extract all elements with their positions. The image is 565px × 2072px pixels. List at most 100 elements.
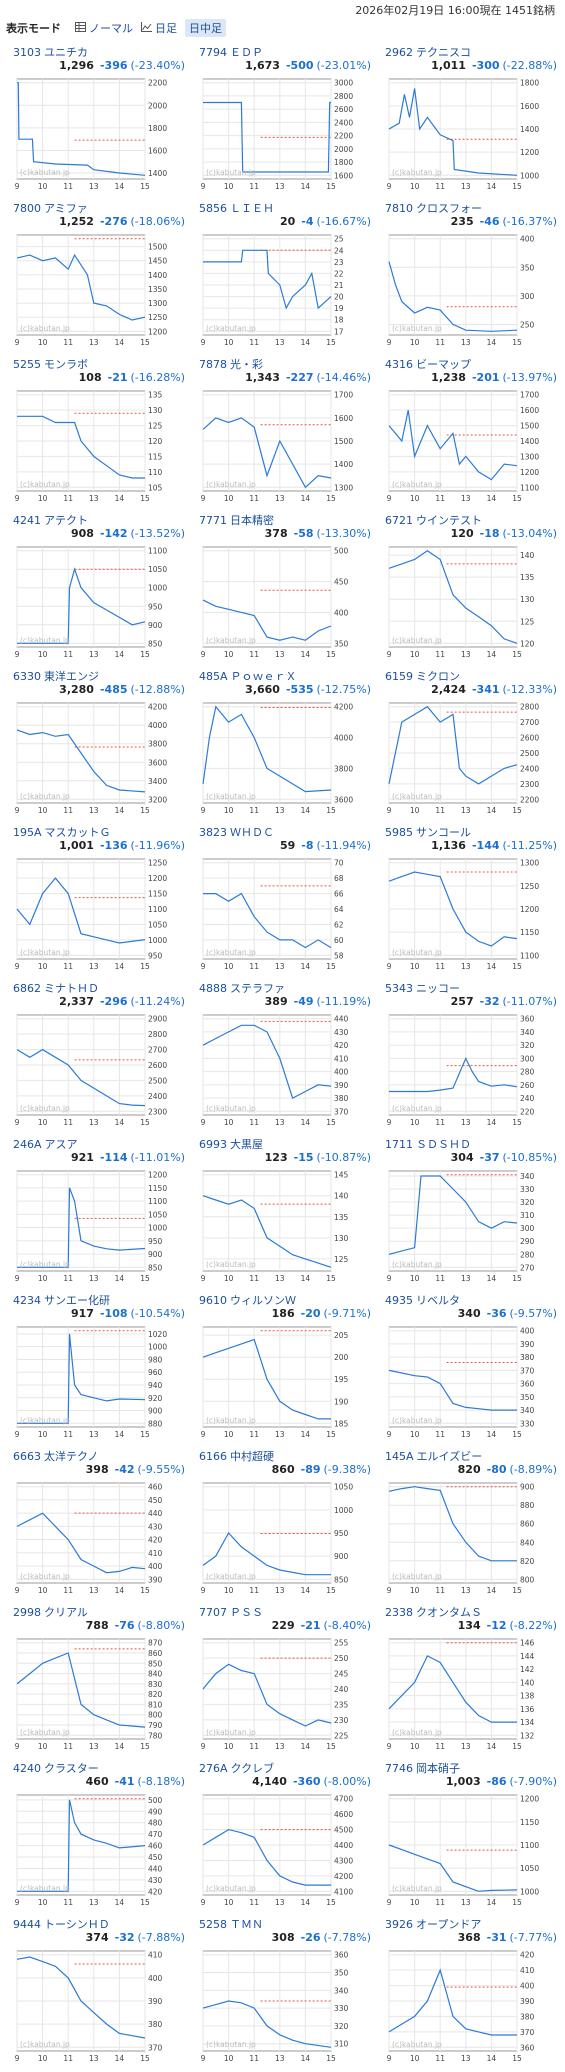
stock-name-link[interactable]: クロスフォー — [416, 202, 482, 215]
intraday-chart[interactable]: 9 10 11 13 14 15 205 200 195 190 185 (c)kabutan.jp — [199, 1324, 369, 1442]
stock-card[interactable]: 7810 クロスフォー 235 -46 (-16.37%) 9 10 11 13 14 15 400 3… — [377, 200, 563, 356]
stock-card[interactable]: 7800 アミファ 1,252 -276 (-18.06%) 9 10 11 13 14 15 150… — [5, 200, 191, 356]
stock-code-link[interactable]: 6663 — [13, 1450, 41, 1463]
intraday-chart[interactable]: 9 10 11 13 14 15 1200 1150 1100 1050 1000 950 900 850… — [13, 1168, 183, 1286]
stock-code-link[interactable]: 195A — [13, 826, 42, 839]
intraday-chart[interactable]: 9 10 11 13 14 15 1250 1200 1150 1100 1050 1000 950 (c… — [13, 856, 183, 974]
stock-code-link[interactable]: 7810 — [385, 202, 413, 215]
stock-name-link[interactable]: 日本精密 — [230, 514, 274, 527]
stock-code-link[interactable]: 6721 — [385, 514, 413, 527]
stock-code-link[interactable]: 145A — [385, 1450, 414, 1463]
stock-code-link[interactable]: 6862 — [13, 982, 41, 995]
intraday-chart[interactable]: 9 10 11 13 14 15 135 130 125 120 115 110 105 (c)kabut… — [13, 388, 183, 506]
mode-normal-button[interactable]: ノーマル — [75, 20, 133, 36]
stock-code-link[interactable]: 4234 — [13, 1294, 41, 1307]
intraday-chart[interactable]: 9 10 11 13 14 15 1700 1600 1500 1400 1300 1200 1100 (… — [385, 388, 555, 506]
intraday-chart[interactable]: 9 10 11 13 14 15 1500 1450 1400 1350 1300 1250 1200 (… — [13, 232, 183, 350]
stock-card[interactable]: 3103 ユニチカ 1,296 -396 (-23.40%) 9 10 11 13 14 15 220… — [5, 44, 191, 200]
stock-name-link[interactable]: ＳＤＳＨＤ — [416, 1138, 471, 1151]
intraday-chart[interactable]: 9 10 11 13 14 15 420 410 400 390 380 370 360 (c)kabut… — [385, 1948, 555, 2066]
stock-name-link[interactable]: アテクト — [44, 514, 88, 527]
stock-card[interactable]: 4316 ビーマップ 1,238 -201 (-13.97%) 9 10 11 13 14 15 17… — [377, 356, 563, 512]
stock-code-link[interactable]: 6166 — [199, 1450, 227, 1463]
intraday-chart[interactable]: 9 10 11 13 14 15 145 140 135 130 125 (c)kabutan.jp — [199, 1168, 369, 1286]
stock-name-link[interactable]: ウィルソンＷ — [230, 1294, 296, 1307]
intraday-chart[interactable]: 9 10 11 13 14 15 400 350 300 250 (c)kabutan.jp — [385, 232, 555, 350]
intraday-chart[interactable]: 9 10 11 13 14 15 1100 1050 1000 950 900 850 (c)kabut… — [13, 544, 183, 662]
stock-code-link[interactable]: 6159 — [385, 670, 413, 683]
intraday-chart[interactable]: 9 10 11 13 14 15 255 250 245 240 235 230 225 (c)kabut… — [199, 1636, 369, 1754]
stock-card[interactable]: 5985 サンコール 1,136 -144 (-11.25%) 9 10 11 13 14 15 13… — [377, 824, 563, 980]
stock-name-link[interactable]: ウインテスト — [416, 514, 482, 527]
stock-name-link[interactable]: 岡本硝子 — [416, 1762, 460, 1775]
stock-name-link[interactable]: クオンタムＳ — [416, 1606, 482, 1619]
stock-card[interactable]: 4241 アテクト 908 -142 (-13.52%) 9 10 11 13 14 15 1100 1… — [5, 512, 191, 668]
intraday-chart[interactable]: 9 10 11 13 14 15 2900 2800 2700 2600 2500 2400 2300 (… — [13, 1012, 183, 1130]
stock-name-link[interactable]: ユニチカ — [44, 46, 88, 59]
stock-name-link[interactable]: モンラボ — [44, 358, 88, 371]
stock-card[interactable]: 7771 日本精密 378 -58 (-13.30%) 9 10 11 13 14 15 500 450… — [191, 512, 377, 668]
stock-name-link[interactable]: 光・彩 — [230, 358, 263, 371]
stock-card[interactable]: 2338 クオンタムＳ 134 -12 (-8.22%) 9 10 11 13 14 15 146 14… — [377, 1604, 563, 1760]
stock-card[interactable]: 4888 ステラファ 389 -49 (-11.19%) 9 10 11 13 14 15 440 43… — [191, 980, 377, 1136]
stock-code-link[interactable]: 5985 — [385, 826, 413, 839]
stock-card[interactable]: 195A マスカットＧ 1,001 -136 (-11.96%) 9 10 11 13 14 15 1… — [5, 824, 191, 980]
stock-code-link[interactable]: 4316 — [385, 358, 413, 371]
stock-name-link[interactable]: ＷＨＤＣ — [230, 826, 274, 839]
intraday-chart[interactable]: 9 10 11 13 14 15 1020 1000 980 960 940 920 900 880 (c)… — [13, 1324, 183, 1442]
intraday-chart[interactable]: 9 10 11 13 14 15 1700 1600 1500 1400 1300 (c)kabuta… — [199, 388, 369, 506]
intraday-chart[interactable]: 9 10 11 13 14 15 1800 1600 1400 1200 1000 (c)kabuta… — [385, 76, 555, 194]
stock-name-link[interactable]: 中村超硬 — [230, 1450, 274, 1463]
stock-card[interactable]: 5343 ニッコー 257 -32 (-11.07%) 9 10 11 13 14 15 360 340… — [377, 980, 563, 1136]
stock-card[interactable]: 6862 ミナトＨＤ 2,337 -296 (-11.24%) 9 10 11 13 14 15 29… — [5, 980, 191, 1136]
stock-card[interactable]: 6159 ミクロン 2,424 -341 (-12.33%) 9 10 11 13 14 15 280… — [377, 668, 563, 824]
stock-name-link[interactable]: ＰＳＳ — [230, 1606, 263, 1619]
stock-card[interactable]: 276A ククレブ 4,140 -360 (-8.00%) 9 10 11 13 14 15 4700… — [191, 1760, 377, 1916]
stock-name-link[interactable]: ＥＤＰ — [230, 46, 263, 59]
stock-card[interactable]: 4935 リベルタ 340 -36 (-9.57%) 9 10 11 13 14 15 400 390 3… — [377, 1292, 563, 1448]
intraday-chart[interactable]: 9 10 11 13 14 15 25 24 23 22 21 20 19 18 17 (c)kabutan.… — [199, 232, 369, 350]
stock-name-link[interactable]: ステラファ — [230, 982, 285, 995]
stock-code-link[interactable]: 7800 — [13, 202, 41, 215]
stock-code-link[interactable]: 7794 — [199, 46, 227, 59]
intraday-chart[interactable]: 9 10 11 13 14 15 70 68 66 64 62 60 58 (c)kabutan.jp — [199, 856, 369, 974]
intraday-chart[interactable]: 9 10 11 13 14 15 400 390 380 370 360 350 340 330 (c)ka… — [385, 1324, 555, 1442]
stock-name-link[interactable]: サンエー化研 — [44, 1294, 110, 1307]
stock-name-link[interactable]: クリアル — [44, 1606, 88, 1619]
stock-code-link[interactable]: 276A — [199, 1762, 228, 1775]
stock-name-link[interactable]: アミファ — [44, 202, 88, 215]
stock-card[interactable]: 6993 大黒屋 123 -15 (-10.87%) 9 10 11 13 14 15 145 140 1… — [191, 1136, 377, 1292]
stock-card[interactable]: 4240 クラスター 460 -41 (-8.18%) 9 10 11 13 14 15 500 490… — [5, 1760, 191, 1916]
stock-code-link[interactable]: 5343 — [385, 982, 413, 995]
intraday-chart[interactable]: 9 10 11 13 14 15 1200 1150 1100 1050 1000 (c)kabuta… — [385, 1792, 555, 1910]
intraday-chart[interactable]: 9 10 11 13 14 15 146 144 142 140 138 136 134 132 (c)ka… — [385, 1636, 555, 1754]
stock-code-link[interactable]: 4888 — [199, 982, 227, 995]
stock-card[interactable]: 145A エルイズビー 820 -80 (-8.89%) 9 10 11 13 14 15 900 88… — [377, 1448, 563, 1604]
intraday-chart[interactable]: 9 10 11 13 14 15 3000 2800 2600 2400 2200 2000 1800 1… — [199, 76, 369, 194]
stock-card[interactable]: 1711 ＳＤＳＨＤ 304 -37 (-10.85%) 9 10 11 13 14 15 340 33… — [377, 1136, 563, 1292]
intraday-chart[interactable]: 9 10 11 13 14 15 360 340 320 300 280 260 240 220 (c)ka… — [385, 1012, 555, 1130]
stock-code-link[interactable]: 4241 — [13, 514, 41, 527]
stock-code-link[interactable]: 485A — [199, 670, 228, 683]
stock-code-link[interactable]: 4935 — [385, 1294, 413, 1307]
intraday-chart[interactable]: 9 10 11 13 14 15 1050 1000 950 900 850 (c)kabutan.j… — [199, 1480, 369, 1598]
stock-name-link[interactable]: エルイズビー — [416, 1450, 483, 1463]
stock-name-link[interactable]: ククレブ — [230, 1762, 275, 1775]
intraday-chart[interactable]: 9 10 11 13 14 15 140 135 130 125 120 (c)kabutan.jp — [385, 544, 555, 662]
intraday-chart[interactable]: 9 10 11 13 14 15 500 490 480 470 460 450 440 430 420 (c… — [13, 1792, 183, 1910]
stock-card[interactable]: 5255 モンラボ 108 -21 (-16.28%) 9 10 11 13 14 15 135 130… — [5, 356, 191, 512]
stock-card[interactable]: 7794 ＥＤＰ 1,673 -500 (-23.01%) 9 10 11 13 14 15 3000… — [191, 44, 377, 200]
stock-code-link[interactable]: 7771 — [199, 514, 227, 527]
stock-code-link[interactable]: 7746 — [385, 1762, 413, 1775]
stock-code-link[interactable]: 7707 — [199, 1606, 227, 1619]
stock-card[interactable]: 6166 中村超硬 860 -89 (-9.38%) 9 10 11 13 14 15 1050 100… — [191, 1448, 377, 1604]
stock-card[interactable]: 3823 ＷＨＤＣ 59 -8 (-11.94%) 9 10 11 13 14 15 70 68 66 64… — [191, 824, 377, 980]
stock-name-link[interactable]: サンコール — [416, 826, 471, 839]
stock-card[interactable]: 2962 テクニスコ 1,011 -300 (-22.88%) 9 10 11 13 14 15 18… — [377, 44, 563, 200]
stock-code-link[interactable]: 3823 — [199, 826, 227, 839]
stock-code-link[interactable]: 2338 — [385, 1606, 413, 1619]
stock-name-link[interactable]: ビーマップ — [416, 358, 471, 371]
stock-card[interactable]: 4234 サンエー化研 917 -108 (-10.54%) 9 10 11 13 14 15 102… — [5, 1292, 191, 1448]
stock-code-link[interactable]: 7878 — [199, 358, 227, 371]
